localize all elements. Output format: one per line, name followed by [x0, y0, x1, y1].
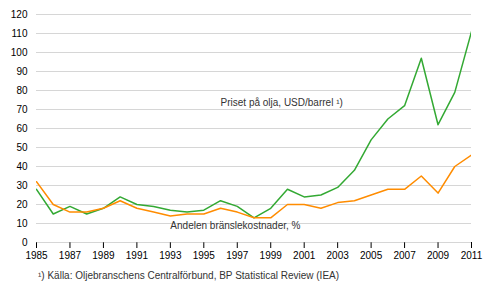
svg-text:1991: 1991	[126, 250, 149, 261]
svg-text:30: 30	[16, 180, 28, 191]
svg-text:100: 100	[11, 47, 28, 58]
html-text:¹) Källa: Oljebranschens Centr: ¹) Källa: Oljebranschens Centralförbund,…	[38, 270, 340, 281]
svg-text:80: 80	[16, 85, 28, 96]
svg-text:1997: 1997	[226, 250, 249, 261]
svg-text:1999: 1999	[260, 250, 283, 261]
svg-text:60: 60	[16, 123, 28, 134]
svg-text:2001: 2001	[293, 250, 316, 261]
svg-text:1993: 1993	[159, 250, 182, 261]
svg-text:90: 90	[16, 66, 28, 77]
svg-text:1987: 1987	[59, 250, 82, 261]
svg-text:40: 40	[16, 161, 28, 172]
svg-text:1995: 1995	[193, 250, 216, 261]
svg-text:50: 50	[16, 142, 28, 153]
svg-text:120: 120	[11, 9, 28, 20]
svg-text:2003: 2003	[327, 250, 350, 261]
svg-text:1985: 1985	[25, 250, 48, 261]
svg-text:0: 0	[22, 237, 28, 248]
svg-text:2011: 2011	[461, 250, 483, 261]
svg-text:2007: 2007	[393, 250, 416, 261]
svg-text:Andelen bränslekostnader, %: Andelen bränslekostnader, %	[170, 220, 300, 231]
svg-text:1989: 1989	[92, 250, 115, 261]
svg-text:10: 10	[16, 218, 28, 229]
svg-text:Priset på olja, USD/barrel ¹): Priset på olja, USD/barrel ¹)	[221, 97, 343, 108]
svg-text:2009: 2009	[427, 250, 450, 261]
svg-text:110: 110	[12, 28, 28, 39]
svg-text:70: 70	[16, 104, 28, 115]
svg-text:2005: 2005	[360, 250, 383, 261]
svg-text:20: 20	[16, 199, 28, 210]
